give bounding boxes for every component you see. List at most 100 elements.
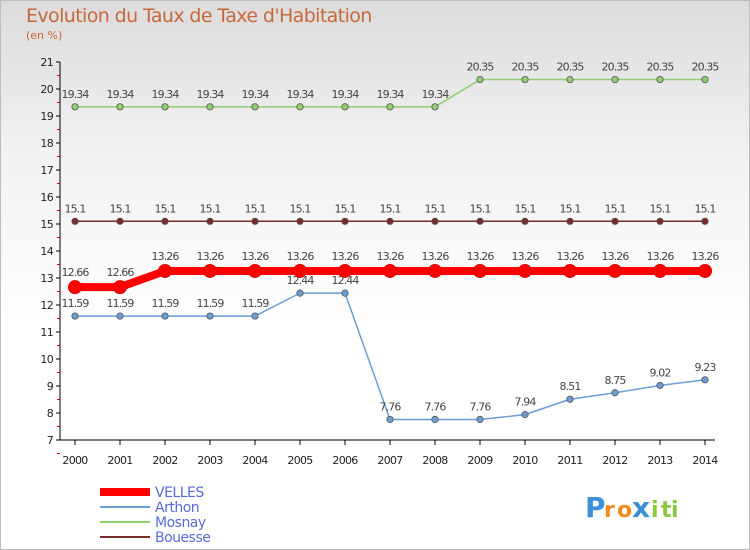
data-point-arthon (206, 312, 214, 320)
legend-label-bouesse: Bouesse (155, 530, 210, 546)
chart-subtitle: (en %) (26, 29, 63, 42)
data-point-mosnay (251, 103, 259, 111)
data-label-arthon: 7.76 (470, 400, 492, 413)
data-label-mosnay: 19.34 (377, 88, 405, 101)
y-tick-label: 18 (40, 137, 53, 150)
data-label-bouesse: 15.1 (515, 202, 536, 215)
data-label-arthon: 9.02 (650, 366, 671, 379)
data-label-velles: 13.26 (242, 250, 270, 263)
data-point-mosnay (521, 75, 529, 84)
data-point-velles (518, 263, 532, 278)
data-label-mosnay: 19.34 (242, 88, 270, 101)
y-tick-label: 13 (40, 272, 53, 285)
data-point-arthon (476, 415, 484, 424)
logo-letter: i (651, 498, 659, 523)
x-tick-label: 2005 (287, 454, 313, 467)
data-point-mosnay (431, 103, 439, 111)
data-point-bouesse (476, 217, 484, 225)
logo-letter: i (671, 498, 679, 523)
data-label-bouesse: 15.1 (245, 202, 266, 215)
y-tick-label: 17 (40, 164, 53, 177)
x-tick-label: 2008 (422, 454, 448, 467)
y-tick-label: 19 (40, 110, 53, 123)
data-label-velles: 13.26 (602, 250, 630, 263)
data-label-arthon: 9.23 (695, 361, 717, 374)
data-point-bouesse (431, 217, 439, 225)
data-label-arthon: 8.75 (605, 374, 627, 387)
data-point-bouesse (341, 217, 349, 225)
data-point-mosnay (161, 103, 169, 111)
data-point-mosnay (341, 103, 349, 111)
data-point-velles (653, 263, 667, 278)
data-label-velles: 13.26 (377, 250, 405, 263)
data-label-velles: 13.26 (197, 250, 225, 263)
data-point-velles (68, 280, 82, 295)
data-point-arthon (611, 389, 619, 397)
data-label-bouesse: 15.1 (200, 202, 221, 215)
data-point-velles (563, 263, 577, 278)
data-point-bouesse (521, 217, 529, 225)
data-label-mosnay: 20.35 (692, 61, 720, 74)
data-label-velles: 13.26 (332, 250, 360, 263)
y-tick-label: 9 (47, 380, 54, 393)
data-point-arthon (341, 289, 349, 297)
data-point-bouesse (701, 217, 709, 225)
x-tick-label: 2010 (512, 454, 538, 467)
data-point-mosnay (116, 103, 124, 111)
data-point-arthon (656, 381, 664, 390)
data-point-arthon (431, 415, 439, 424)
data-label-bouesse: 15.1 (470, 202, 491, 215)
data-point-mosnay (656, 75, 664, 84)
data-label-arthon: 12.44 (332, 274, 360, 287)
y-tick-label: 11 (40, 326, 53, 339)
data-point-bouesse (386, 217, 394, 225)
data-label-mosnay: 19.34 (332, 88, 360, 101)
data-point-velles (113, 280, 127, 295)
data-point-mosnay (206, 103, 214, 111)
data-label-velles: 13.26 (512, 250, 540, 263)
data-label-arthon: 7.94 (515, 396, 537, 409)
data-point-arthon (296, 289, 304, 297)
data-label-arthon: 12.44 (287, 274, 315, 287)
chart-title: Evolution du Taux de Taxe d'Habitation (26, 5, 372, 27)
data-label-arthon: 11.59 (242, 297, 270, 310)
data-label-mosnay: 19.34 (287, 88, 315, 101)
x-tick-label: 2011 (557, 454, 582, 467)
data-label-velles: 13.26 (152, 250, 180, 263)
y-tick-label: 15 (40, 218, 53, 231)
logo-letter: P (585, 491, 606, 524)
data-label-bouesse: 15.1 (605, 202, 626, 215)
data-point-velles (248, 263, 262, 278)
data-label-velles: 12.66 (107, 266, 135, 279)
data-label-mosnay: 19.34 (422, 88, 450, 101)
data-point-mosnay (296, 103, 304, 111)
data-label-mosnay: 20.35 (602, 61, 630, 74)
data-label-velles: 13.26 (557, 250, 585, 263)
data-label-bouesse: 15.1 (290, 202, 311, 215)
data-label-mosnay: 19.34 (152, 88, 180, 101)
y-tick-label: 8 (47, 407, 54, 420)
legend-label-velles: VELLES (155, 485, 204, 501)
data-label-arthon: 11.59 (62, 297, 90, 310)
data-label-mosnay: 20.35 (647, 61, 675, 74)
data-label-arthon: 8.51 (560, 380, 581, 393)
data-point-bouesse (656, 217, 664, 225)
data-point-arthon (701, 376, 709, 384)
data-point-bouesse (566, 217, 574, 225)
x-tick-label: 2002 (152, 454, 177, 467)
data-point-mosnay (701, 75, 709, 84)
y-tick-label: 7 (47, 434, 54, 447)
data-label-velles: 13.26 (287, 250, 315, 263)
data-point-arthon (161, 312, 169, 320)
data-point-bouesse (161, 217, 169, 225)
data-label-bouesse: 15.1 (335, 202, 356, 215)
data-label-arthon: 11.59 (107, 297, 135, 310)
x-tick-label: 2014 (692, 454, 718, 467)
y-tick-label: 16 (40, 191, 53, 204)
data-point-velles (203, 263, 217, 278)
logo-letter: x (632, 491, 650, 524)
data-label-arthon: 7.76 (425, 400, 447, 413)
data-point-mosnay (476, 75, 484, 84)
data-point-mosnay (566, 75, 574, 84)
data-point-velles (293, 263, 307, 278)
